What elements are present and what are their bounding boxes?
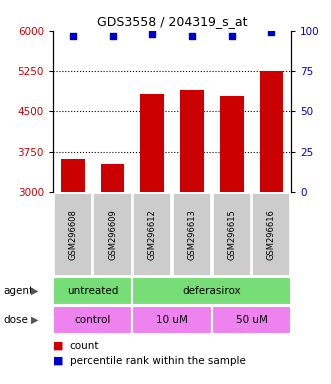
Point: [110, 33, 115, 39]
Point: [269, 29, 274, 35]
Bar: [220, 96, 244, 353]
Bar: [213, 193, 251, 276]
Text: untreated: untreated: [67, 286, 118, 296]
Text: control: control: [74, 314, 111, 325]
Text: GSM296612: GSM296612: [148, 209, 157, 260]
Bar: [252, 193, 291, 276]
Text: percentile rank within the sample: percentile rank within the sample: [70, 356, 245, 366]
Point: [150, 31, 155, 37]
Text: GSM296609: GSM296609: [108, 209, 117, 260]
Text: GSM296608: GSM296608: [68, 209, 77, 260]
Text: ■: ■: [53, 356, 64, 366]
Bar: [260, 71, 283, 353]
Bar: [53, 277, 132, 305]
Bar: [133, 193, 171, 276]
Text: 10 uM: 10 uM: [156, 314, 188, 325]
Bar: [53, 306, 132, 333]
Bar: [132, 277, 291, 305]
Text: ■: ■: [53, 341, 64, 351]
Bar: [212, 306, 291, 333]
Bar: [140, 94, 164, 353]
Text: deferasirox: deferasirox: [182, 286, 241, 296]
Text: dose: dose: [3, 314, 28, 325]
Text: GSM296613: GSM296613: [187, 209, 197, 260]
Title: GDS3558 / 204319_s_at: GDS3558 / 204319_s_at: [97, 15, 247, 28]
Bar: [54, 193, 92, 276]
Bar: [132, 306, 212, 333]
Bar: [180, 90, 204, 353]
Text: GSM296616: GSM296616: [267, 209, 276, 260]
Text: 50 uM: 50 uM: [236, 314, 267, 325]
Point: [189, 33, 195, 39]
Bar: [61, 159, 85, 353]
Point: [229, 33, 234, 39]
Point: [70, 33, 75, 39]
Bar: [101, 164, 124, 353]
Text: count: count: [70, 341, 99, 351]
Bar: [173, 193, 211, 276]
Text: agent: agent: [3, 286, 33, 296]
Text: GSM296615: GSM296615: [227, 209, 236, 260]
Bar: [93, 193, 132, 276]
Text: ▶: ▶: [31, 314, 39, 325]
Text: ▶: ▶: [31, 286, 39, 296]
